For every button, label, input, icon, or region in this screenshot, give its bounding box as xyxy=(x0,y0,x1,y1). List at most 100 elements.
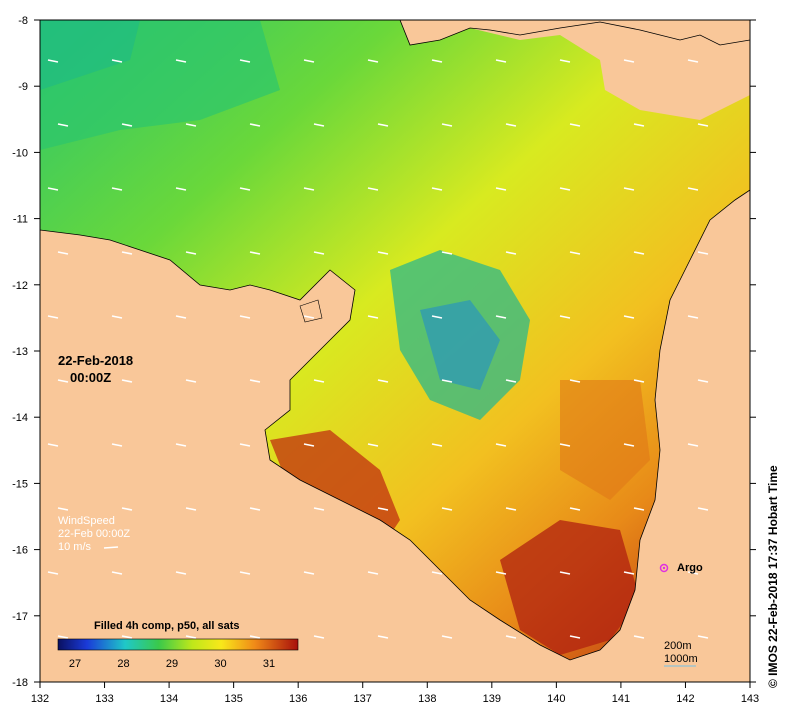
wind-arrow xyxy=(495,315,507,319)
wind-arrow xyxy=(249,379,261,383)
wind-arrow xyxy=(697,635,709,639)
wind-arrow xyxy=(239,571,251,575)
wind-arrow xyxy=(121,635,133,639)
wind-arrow xyxy=(185,507,197,511)
x-tick-label: 142 xyxy=(676,693,694,705)
wind-arrow xyxy=(111,315,123,319)
wind-arrow xyxy=(559,443,571,447)
y-tick-label: -11 xyxy=(13,214,28,226)
wind-arrow xyxy=(569,507,581,511)
wind-arrow xyxy=(697,507,709,511)
wind-legend: WindSpeed 22-Feb 00:00Z 10 m/s xyxy=(58,515,130,554)
wind-scale-arrow-icon xyxy=(103,546,119,549)
wind-arrow xyxy=(441,379,453,383)
wind-arrow xyxy=(175,187,187,191)
warm-patch xyxy=(560,380,650,500)
x-tick-label: 138 xyxy=(418,693,436,705)
wind-arrow xyxy=(313,251,325,255)
wind-arrow xyxy=(569,635,581,639)
wind-arrow xyxy=(303,443,315,447)
wind-arrow xyxy=(47,187,59,191)
wind-arrow xyxy=(313,379,325,383)
wind-arrow xyxy=(633,507,645,511)
x-tick-label: 143 xyxy=(741,693,759,705)
wind-arrow xyxy=(687,187,699,191)
wind-arrow xyxy=(111,443,123,447)
date-text: 22-Feb-2018 xyxy=(58,353,134,368)
wind-arrow xyxy=(495,59,507,63)
wind-arrow xyxy=(185,635,197,639)
wind-arrow xyxy=(121,507,133,511)
credit-text: © IMOS 22-Feb-2018 17:37 Hobart Time xyxy=(766,465,780,688)
wind-arrow xyxy=(303,187,315,191)
wind-arrow xyxy=(633,123,645,127)
wind-arrow xyxy=(559,59,571,63)
wind-arrow xyxy=(185,123,197,127)
warm-patch xyxy=(500,520,640,655)
wind-arrow xyxy=(57,251,69,255)
argo-marker-icon xyxy=(659,563,669,573)
wind-arrow xyxy=(185,379,197,383)
wind-arrow xyxy=(303,59,315,63)
ocean-sst-field xyxy=(40,20,750,660)
x-tick-label: 135 xyxy=(224,693,242,705)
y-tick-label: -12 xyxy=(12,280,28,292)
wind-arrow xyxy=(623,59,635,63)
time-text: 00:00Z xyxy=(70,370,112,385)
wind-arrow xyxy=(175,59,187,63)
wind-arrow xyxy=(377,379,389,383)
wind-arrow xyxy=(687,571,699,575)
wind-arrow xyxy=(377,635,389,639)
wind-arrow xyxy=(367,443,379,447)
wind-arrow xyxy=(47,59,59,63)
depth-legend-200m: 200m xyxy=(664,640,692,652)
wind-arrow xyxy=(431,59,443,63)
wind-arrow xyxy=(505,379,517,383)
wind-arrow xyxy=(367,59,379,63)
wind-arrow xyxy=(239,443,251,447)
wind-arrow xyxy=(633,635,645,639)
y-tick-label: -9 xyxy=(18,81,28,93)
wind-arrow xyxy=(431,187,443,191)
colorbar-title: Filled 4h comp, p50, all sats xyxy=(94,620,240,632)
wind-arrow xyxy=(249,123,261,127)
colorbar-ticks: 27 28 29 30 31 xyxy=(69,658,275,670)
wind-arrow xyxy=(303,315,315,319)
wind-arrow-field xyxy=(47,59,709,639)
wind-arrow xyxy=(377,251,389,255)
wind-arrow xyxy=(569,379,581,383)
wind-arrow xyxy=(239,315,251,319)
wind-arrow xyxy=(559,571,571,575)
colorbar-tick-label: 28 xyxy=(117,658,129,670)
wind-arrow xyxy=(687,443,699,447)
wind-arrow xyxy=(623,315,635,319)
x-tick-label: 139 xyxy=(483,693,501,705)
x-axis: 132 133 134 135 136 137 138 139 140 141 142 143 xyxy=(31,682,759,705)
y-tick-label: -17 xyxy=(12,611,28,623)
wind-arrow xyxy=(569,251,581,255)
y-tick-label: -10 xyxy=(12,147,28,159)
wind-arrow xyxy=(377,123,389,127)
wind-arrow xyxy=(377,507,389,511)
wind-arrow xyxy=(495,571,507,575)
wind-arrow xyxy=(367,187,379,191)
land-new-guinea xyxy=(399,20,750,46)
wind-arrow xyxy=(57,635,69,639)
y-tick-label: -8 xyxy=(18,15,28,27)
wind-legend-date: 22-Feb 00:00Z xyxy=(58,528,131,540)
x-tick-label: 133 xyxy=(95,693,113,705)
wind-legend-scale: 10 m/s xyxy=(58,541,92,553)
argo-label: Argo xyxy=(677,562,703,574)
wind-arrow xyxy=(441,635,453,639)
cool-patch xyxy=(420,300,500,390)
y-axis: -8 -9 -10 -11 -12 -13 -14 -15 -16 -17 -18 xyxy=(12,15,756,689)
wind-arrow xyxy=(57,379,69,383)
wind-arrow xyxy=(697,379,709,383)
wind-arrow xyxy=(623,443,635,447)
x-tick-label: 140 xyxy=(547,693,565,705)
wind-arrow xyxy=(495,443,507,447)
wind-arrow xyxy=(249,251,261,255)
wind-arrow xyxy=(505,123,517,127)
x-tick-label: 141 xyxy=(612,693,630,705)
